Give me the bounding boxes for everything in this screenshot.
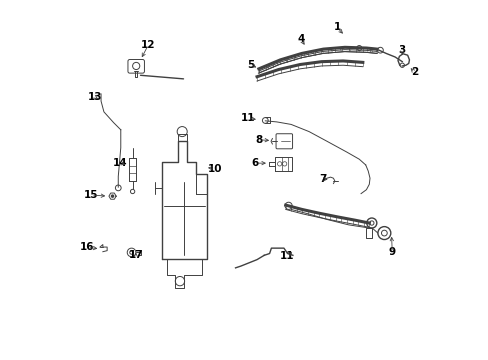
Text: 11: 11: [279, 251, 293, 261]
Circle shape: [111, 195, 113, 197]
Text: 7: 7: [318, 174, 325, 184]
Text: 9: 9: [388, 247, 395, 257]
Text: 17: 17: [128, 249, 143, 260]
Text: 2: 2: [410, 67, 417, 77]
Text: 16: 16: [80, 242, 95, 252]
Text: 5: 5: [247, 59, 254, 69]
Text: 11: 11: [241, 113, 255, 123]
Text: 12: 12: [141, 40, 155, 50]
Text: 8: 8: [255, 135, 262, 145]
Text: 13: 13: [87, 92, 102, 102]
Text: 1: 1: [333, 22, 340, 32]
Text: 6: 6: [251, 158, 258, 168]
Text: 14: 14: [112, 158, 127, 168]
Text: 3: 3: [398, 45, 405, 55]
Text: 4: 4: [297, 35, 304, 44]
Text: 10: 10: [207, 163, 222, 174]
Text: 15: 15: [83, 190, 98, 200]
